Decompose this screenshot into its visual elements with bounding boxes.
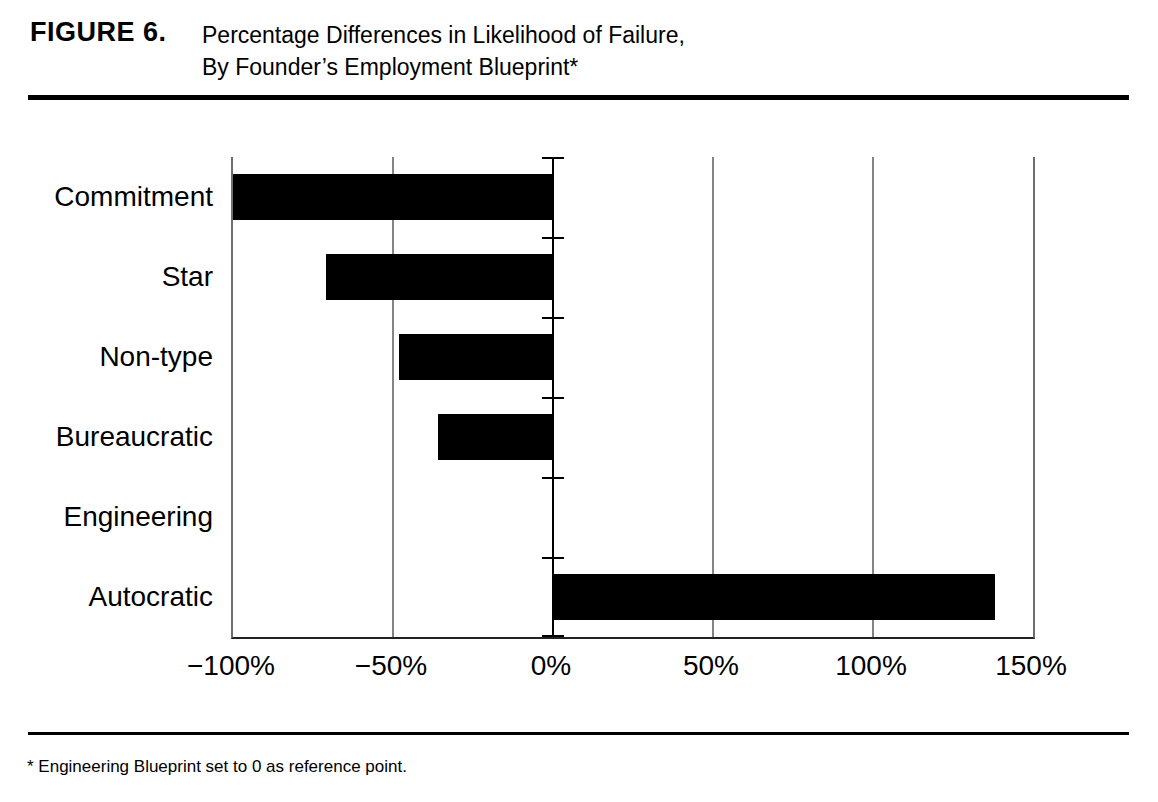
x-tick-label-150pct: 150% — [961, 650, 1101, 682]
bar-star — [326, 254, 553, 300]
x-tick-label-100pct: 100% — [801, 650, 941, 682]
zero-axis-tick — [542, 635, 564, 637]
category-label-bureaucratic: Bureaucratic — [0, 397, 213, 477]
gridline-100pct — [872, 157, 874, 637]
bar-non-type — [399, 334, 553, 380]
category-label-non-type: Non-type — [0, 317, 213, 397]
footnote-rule — [28, 732, 1129, 735]
category-label-star: Star — [0, 237, 213, 317]
zero-axis-tick — [542, 397, 564, 399]
x-tick-label--100pct: −100% — [161, 650, 301, 682]
zero-axis-tick — [542, 237, 564, 239]
gridline-50pct — [712, 157, 714, 637]
footnote-text: * Engineering Blueprint set to 0 as refe… — [27, 757, 407, 777]
zero-axis-tick — [542, 317, 564, 319]
bar-chart: CommitmentStarNon-typeBureaucraticEngine… — [0, 0, 1158, 700]
bar-commitment — [233, 174, 553, 220]
figure-page: FIGURE 6. Percentage Differences in Like… — [0, 0, 1158, 802]
plot-area — [231, 157, 1035, 639]
x-tick-label--50pct: −50% — [321, 650, 461, 682]
x-tick-label-50pct: 50% — [641, 650, 781, 682]
bar-bureaucratic — [438, 414, 553, 460]
gridline--50pct — [392, 157, 394, 637]
zero-axis-tick — [542, 477, 564, 479]
x-tick-label-0pct: 0% — [481, 650, 621, 682]
zero-axis-tick — [542, 557, 564, 559]
category-label-autocratic: Autocratic — [0, 557, 213, 637]
category-label-commitment: Commitment — [0, 157, 213, 237]
bar-autocratic — [553, 574, 995, 620]
category-label-engineering: Engineering — [0, 477, 213, 557]
zero-axis-tick — [542, 157, 564, 159]
